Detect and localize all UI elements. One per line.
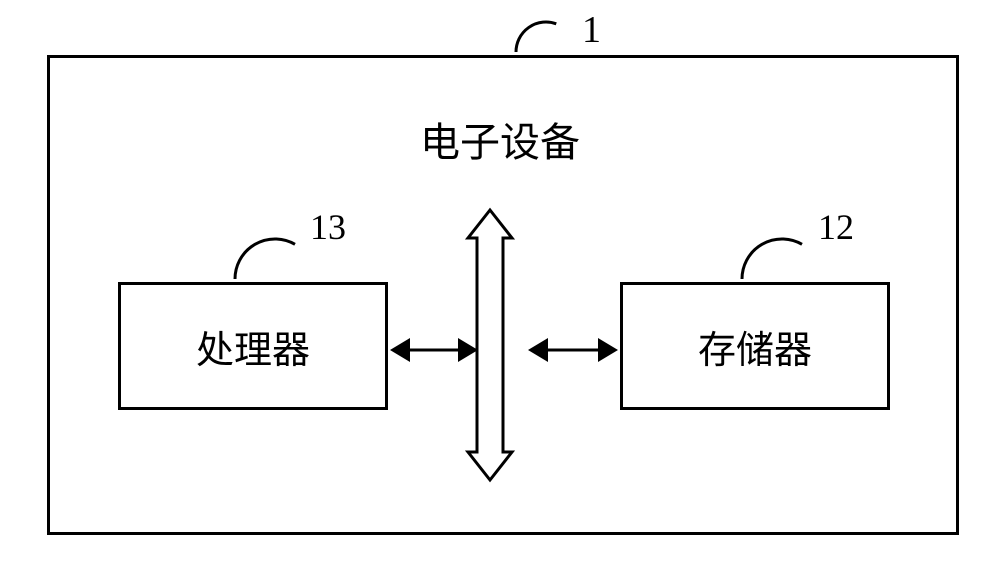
processor-label: 处理器 xyxy=(196,319,310,374)
device-title: 电子设备 xyxy=(420,110,580,168)
diagram-canvas: 电子设备 处理器 存储器 1 13 12 xyxy=(0,0,1000,566)
memory-box: 存储器 xyxy=(620,282,890,410)
callout-label-memory: 12 xyxy=(818,206,854,248)
processor-box: 处理器 xyxy=(118,282,388,410)
callout-label-processor: 13 xyxy=(310,206,346,248)
memory-label: 存储器 xyxy=(698,319,812,374)
callout-label-device: 1 xyxy=(582,8,601,52)
